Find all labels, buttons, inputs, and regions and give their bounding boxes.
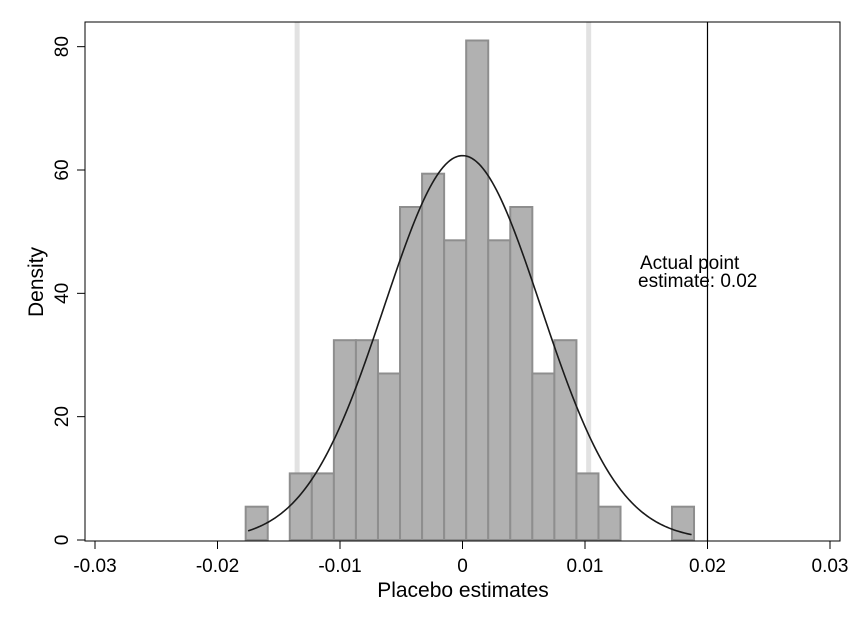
histogram-bar — [354, 339, 379, 542]
histogram-bar — [465, 39, 490, 541]
x-tick-label: 0.01 — [567, 556, 604, 577]
y-tick-label: 0 — [52, 535, 73, 546]
histogram-bar — [531, 372, 556, 541]
x-tick-label: 0 — [457, 556, 468, 577]
histogram-bar — [399, 206, 424, 541]
y-axis: 0 20 40 60 80 — [52, 36, 85, 545]
reference-bands — [294, 22, 592, 541]
histogram-bar — [509, 206, 534, 541]
histogram-bars — [244, 39, 696, 542]
histogram-bar — [332, 339, 357, 542]
annotation-line-2: estimate: 0.02 — [638, 271, 757, 292]
histogram-bar — [310, 472, 335, 541]
y-tick-label: 20 — [52, 406, 73, 427]
histogram-bar — [575, 472, 600, 541]
histogram-bar — [244, 505, 269, 542]
x-tick-label: -0.03 — [73, 556, 116, 577]
y-tick-label: 60 — [52, 159, 73, 180]
y-tick-label: 40 — [52, 283, 73, 304]
annotation-line-1: Actual point — [640, 253, 740, 274]
histogram-bar — [597, 505, 622, 542]
x-axis-label: Placebo estimates — [377, 579, 549, 602]
histogram-bar — [421, 172, 446, 541]
x-tick-label: 0.03 — [812, 556, 849, 577]
y-axis-label: Density — [25, 246, 48, 317]
histogram-bar — [376, 372, 402, 541]
histogram-bar — [553, 339, 578, 542]
normal-density-curve — [247, 154, 692, 536]
normal-density-curve-group — [247, 154, 692, 536]
x-tick-label: -0.01 — [318, 556, 361, 577]
x-axis: -0.03 -0.02 -0.01 0 0.01 0.02 0.03 — [73, 541, 848, 577]
histogram-bar — [443, 239, 468, 542]
histogram-bar — [487, 239, 512, 542]
x-tick-label: 0.02 — [689, 556, 726, 577]
x-tick-label: -0.02 — [196, 556, 239, 577]
y-tick-label: 80 — [52, 36, 73, 57]
